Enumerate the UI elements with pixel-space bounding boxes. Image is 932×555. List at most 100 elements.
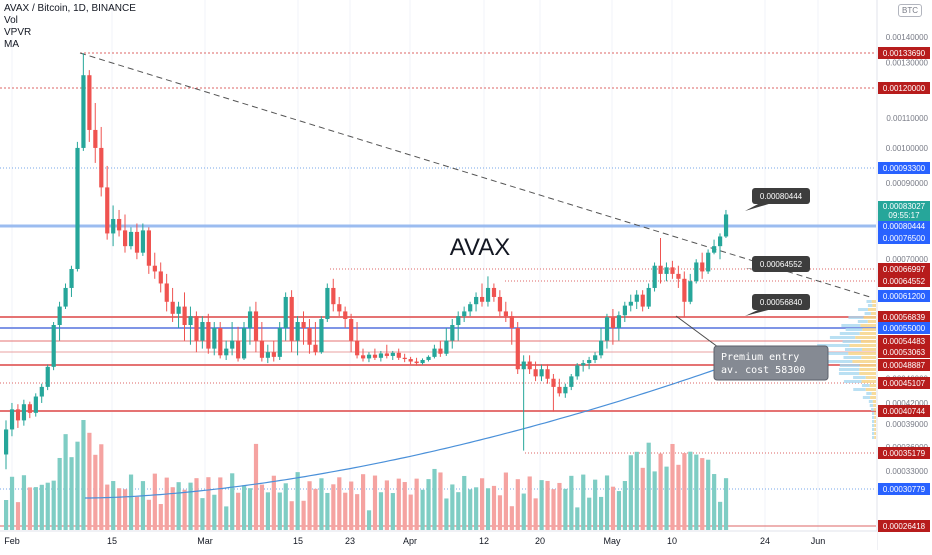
volume-bar [521,493,526,530]
volume-bar [491,485,497,530]
price-tag-label: 0.00054483 [883,337,926,346]
candle-body [634,294,639,302]
volume-bar [485,488,491,530]
price-axis-label: 0.00130000 [886,58,929,67]
vpvr-bar-up [843,380,862,383]
candle-body [265,352,270,358]
vpvr-bar-up [866,392,872,395]
candle-body [325,287,330,320]
price-tag [878,447,930,459]
price-tag [878,47,930,59]
price-tag-label: 0.00035179 [883,449,926,458]
symbol-title[interactable]: AVAX / Bitcoin, 1D, BINANCE [4,3,136,14]
price-callout-label: 0.00056840 [760,298,803,307]
candle-body [366,354,372,359]
candle-body [140,230,146,253]
volume-bar [295,472,300,530]
annotation-line-1: Premium entry [721,352,799,363]
indicator-volume[interactable]: Vol [4,15,18,26]
volume-bar [372,475,378,530]
price-tag [878,290,930,302]
volume-bar [414,478,419,530]
candle-body [723,214,729,237]
vpvr-bar-down [870,312,876,315]
volume-bar [468,489,473,530]
price-tag-label: 0.00061200 [883,292,926,301]
volume-bar [438,472,443,530]
vpvr-bar-down [862,348,876,351]
volume-bar [194,478,199,530]
volume-bar [9,476,15,530]
moving-average-line [85,367,721,499]
volume-bar [289,501,294,530]
candle-body [664,267,669,274]
time-axis-label: 20 [535,536,545,546]
price-tag-label: 0.00133690 [883,49,926,58]
volume-bar [557,482,562,530]
vpvr-bar-up [845,328,863,331]
vpvr-bar-up [867,304,873,307]
volume-bar [176,482,181,530]
candle-body [253,311,259,341]
volume-bar [39,484,44,530]
volume-bar [123,489,128,530]
volume-bar [694,454,699,530]
volume-bar [658,453,663,530]
vpvr-bar-up [872,436,875,439]
vpvr-bar-up [872,424,875,427]
candle-body [87,75,92,130]
volume-bar [307,481,312,530]
candle-body [718,236,723,247]
volume-bar [4,500,9,530]
indicator-ma[interactable]: MA [4,39,19,50]
volume-bar [283,483,288,530]
candle-body [491,287,497,297]
time-axis-label: 12 [479,536,489,546]
indicator-vpvr[interactable]: VPVR [4,27,32,38]
volume-bar [236,492,241,530]
vpvr-bar-up [839,332,860,335]
price-tag [878,359,930,371]
candle-body [485,287,491,302]
volume-bar [610,486,616,530]
volume-bar [432,468,437,530]
candle-body [99,147,104,188]
volume-bar [188,482,193,530]
volume-bar [319,478,324,530]
volume-bar [33,487,38,530]
candle-body [247,311,253,328]
price-axis-label: 0.00042000 [886,399,929,408]
price-callout-label: 0.00080444 [760,192,803,201]
time-axis-label: 24 [760,536,770,546]
vpvr-bar-down [872,400,876,403]
volume-bar [497,495,503,530]
currency-button[interactable]: BTC [898,4,922,17]
volume-bar [51,480,56,530]
volume-bar [593,479,598,530]
candle-body [700,262,705,272]
candle-body [349,319,354,341]
price-axis-label: 0.00070000 [886,255,929,264]
vpvr-bar-up [844,348,863,351]
candle-body [628,301,633,306]
candle-body [343,311,348,320]
vpvr-bar-up [871,408,874,411]
time-axis-label: May [603,536,621,546]
vpvr-bar-up [853,388,866,391]
vpvr-bar-up [823,360,853,363]
volume-bar [599,496,604,530]
price-axis-label: 0.00090000 [886,179,929,188]
vpvr-bar-down [863,316,876,319]
candle-body [230,340,235,349]
price-tag-label: 0.00026418 [883,522,926,531]
vpvr-bar-down [874,436,876,439]
candle-body [27,404,32,413]
volume-bar [355,494,360,530]
price-axis-label: 0.00033000 [886,467,929,476]
vpvr-bar-down [874,432,876,435]
candle-body [694,262,699,282]
candle-body [146,230,151,266]
vpvr-bar-down [855,336,876,339]
